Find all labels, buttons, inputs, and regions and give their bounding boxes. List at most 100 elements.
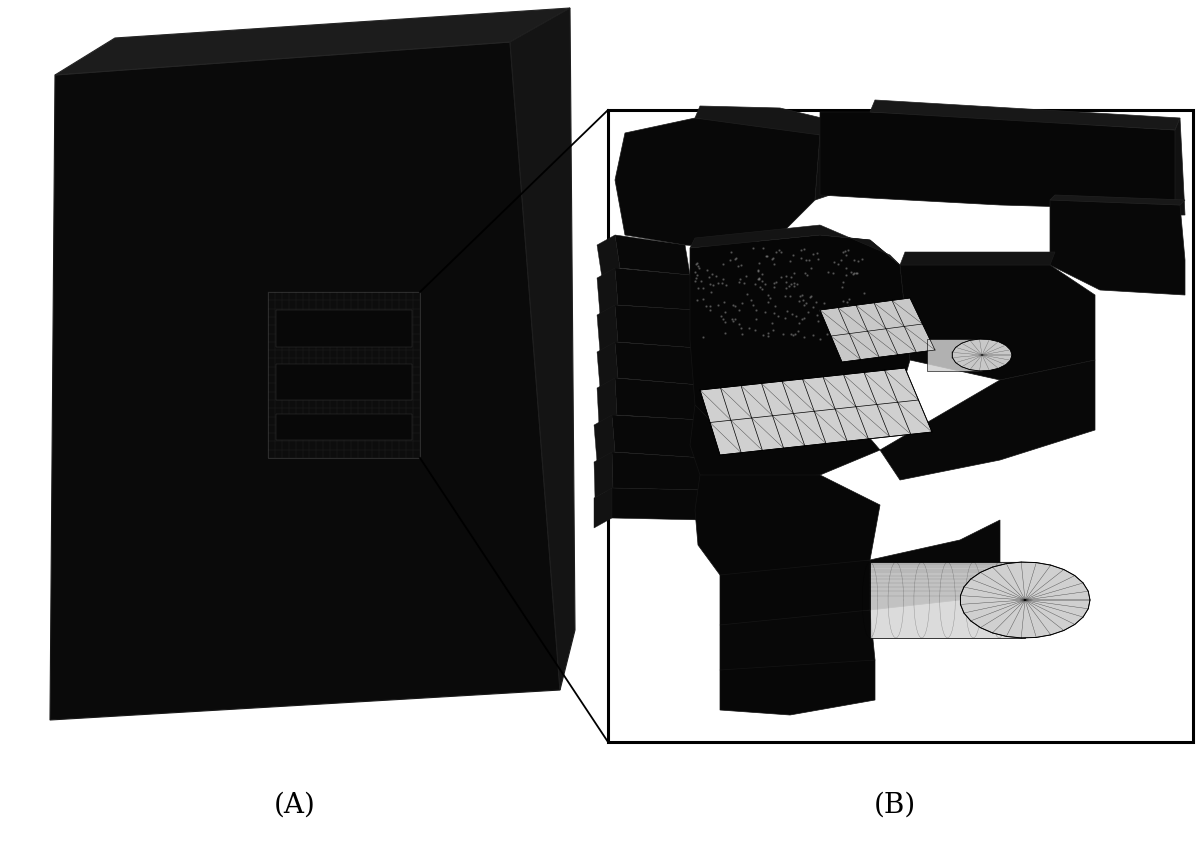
- Polygon shape: [615, 378, 702, 420]
- Point: [781, 270, 801, 283]
- Point: [801, 290, 820, 304]
- Polygon shape: [960, 562, 1090, 638]
- Point: [713, 276, 732, 289]
- Point: [843, 323, 862, 337]
- Point: [831, 308, 850, 322]
- Polygon shape: [880, 360, 1095, 480]
- Polygon shape: [870, 100, 1180, 130]
- Point: [808, 246, 827, 260]
- Point: [781, 277, 801, 291]
- Polygon shape: [615, 235, 690, 275]
- Point: [758, 288, 778, 302]
- Point: [819, 266, 838, 279]
- Point: [775, 288, 795, 302]
- Point: [807, 308, 826, 322]
- Point: [750, 256, 769, 270]
- Point: [791, 243, 810, 257]
- Point: [785, 279, 804, 293]
- Point: [758, 326, 778, 340]
- Point: [841, 266, 861, 279]
- Polygon shape: [612, 488, 706, 520]
- Point: [847, 266, 867, 280]
- Point: [780, 279, 799, 293]
- Point: [730, 317, 749, 331]
- Point: [688, 256, 707, 270]
- Point: [774, 328, 793, 341]
- Point: [756, 306, 775, 319]
- Point: [837, 248, 856, 261]
- Point: [798, 268, 817, 282]
- Point: [745, 323, 764, 337]
- Point: [802, 261, 821, 275]
- Point: [752, 283, 772, 296]
- Point: [776, 282, 796, 295]
- Point: [748, 263, 767, 277]
- Point: [749, 272, 768, 286]
- Polygon shape: [695, 106, 831, 135]
- Point: [700, 303, 719, 317]
- Point: [789, 324, 808, 338]
- Point: [764, 276, 784, 289]
- Point: [825, 254, 844, 268]
- Polygon shape: [720, 660, 875, 715]
- Point: [795, 243, 814, 256]
- Point: [766, 299, 785, 312]
- Point: [724, 298, 743, 311]
- Point: [769, 243, 789, 256]
- Point: [731, 272, 750, 286]
- Point: [739, 321, 758, 334]
- Point: [796, 296, 815, 310]
- Point: [715, 326, 734, 340]
- Point: [787, 277, 807, 291]
- Polygon shape: [1051, 195, 1185, 205]
- Point: [715, 316, 734, 329]
- Point: [764, 280, 784, 294]
- Polygon shape: [615, 268, 695, 310]
- Polygon shape: [870, 520, 1000, 610]
- Point: [727, 251, 746, 265]
- Point: [728, 275, 748, 288]
- Text: (A): (A): [274, 791, 316, 819]
- Point: [702, 267, 721, 281]
- Point: [859, 318, 879, 332]
- Point: [814, 306, 833, 320]
- Point: [714, 294, 733, 308]
- Polygon shape: [597, 378, 617, 425]
- Point: [686, 274, 706, 288]
- Point: [688, 260, 707, 273]
- Point: [756, 249, 775, 263]
- Point: [838, 300, 857, 313]
- Point: [838, 295, 857, 309]
- Polygon shape: [597, 342, 618, 388]
- Point: [726, 252, 745, 266]
- Point: [712, 310, 731, 323]
- Point: [815, 296, 834, 310]
- Polygon shape: [276, 310, 412, 347]
- Polygon shape: [50, 42, 560, 720]
- Point: [758, 294, 778, 308]
- Point: [839, 243, 858, 257]
- Point: [784, 328, 803, 342]
- Point: [714, 311, 733, 325]
- Polygon shape: [690, 225, 900, 265]
- Polygon shape: [690, 235, 910, 430]
- Point: [713, 271, 732, 285]
- Point: [763, 252, 783, 266]
- Point: [833, 275, 852, 288]
- Point: [688, 268, 707, 282]
- Point: [844, 254, 863, 267]
- Polygon shape: [690, 405, 880, 480]
- Text: (B): (B): [874, 791, 916, 819]
- Polygon shape: [700, 368, 932, 455]
- Point: [856, 303, 875, 317]
- Point: [807, 295, 826, 309]
- Point: [831, 253, 850, 266]
- Point: [839, 306, 858, 320]
- Point: [688, 294, 707, 307]
- Point: [849, 302, 868, 316]
- Point: [752, 328, 772, 342]
- Point: [754, 241, 773, 254]
- Point: [792, 312, 811, 326]
- Point: [694, 330, 713, 344]
- Point: [721, 245, 740, 259]
